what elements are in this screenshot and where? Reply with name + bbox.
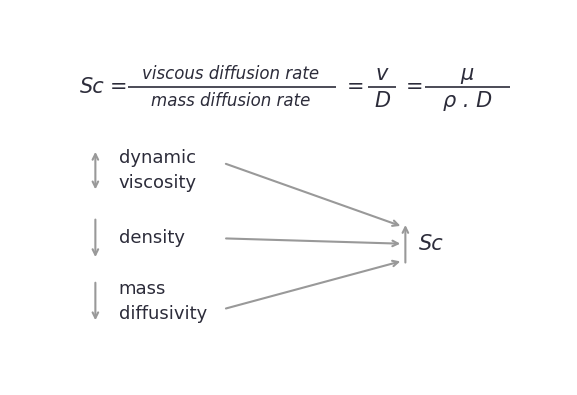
Text: dynamic
viscosity: dynamic viscosity — [119, 149, 197, 192]
Text: Sc: Sc — [80, 77, 104, 98]
Text: =: = — [109, 77, 127, 98]
Text: =: = — [406, 77, 423, 98]
Text: density: density — [119, 229, 185, 247]
Text: v: v — [376, 64, 388, 84]
Text: D: D — [374, 91, 390, 111]
Text: Sc: Sc — [419, 234, 444, 254]
Text: mass diffusion rate: mass diffusion rate — [151, 92, 310, 110]
Text: =: = — [347, 77, 365, 98]
Text: ρ . D: ρ . D — [443, 91, 492, 111]
Text: mass
diffusivity: mass diffusivity — [119, 280, 207, 323]
Text: viscous diffusion rate: viscous diffusion rate — [143, 64, 320, 83]
Text: μ: μ — [461, 64, 474, 84]
